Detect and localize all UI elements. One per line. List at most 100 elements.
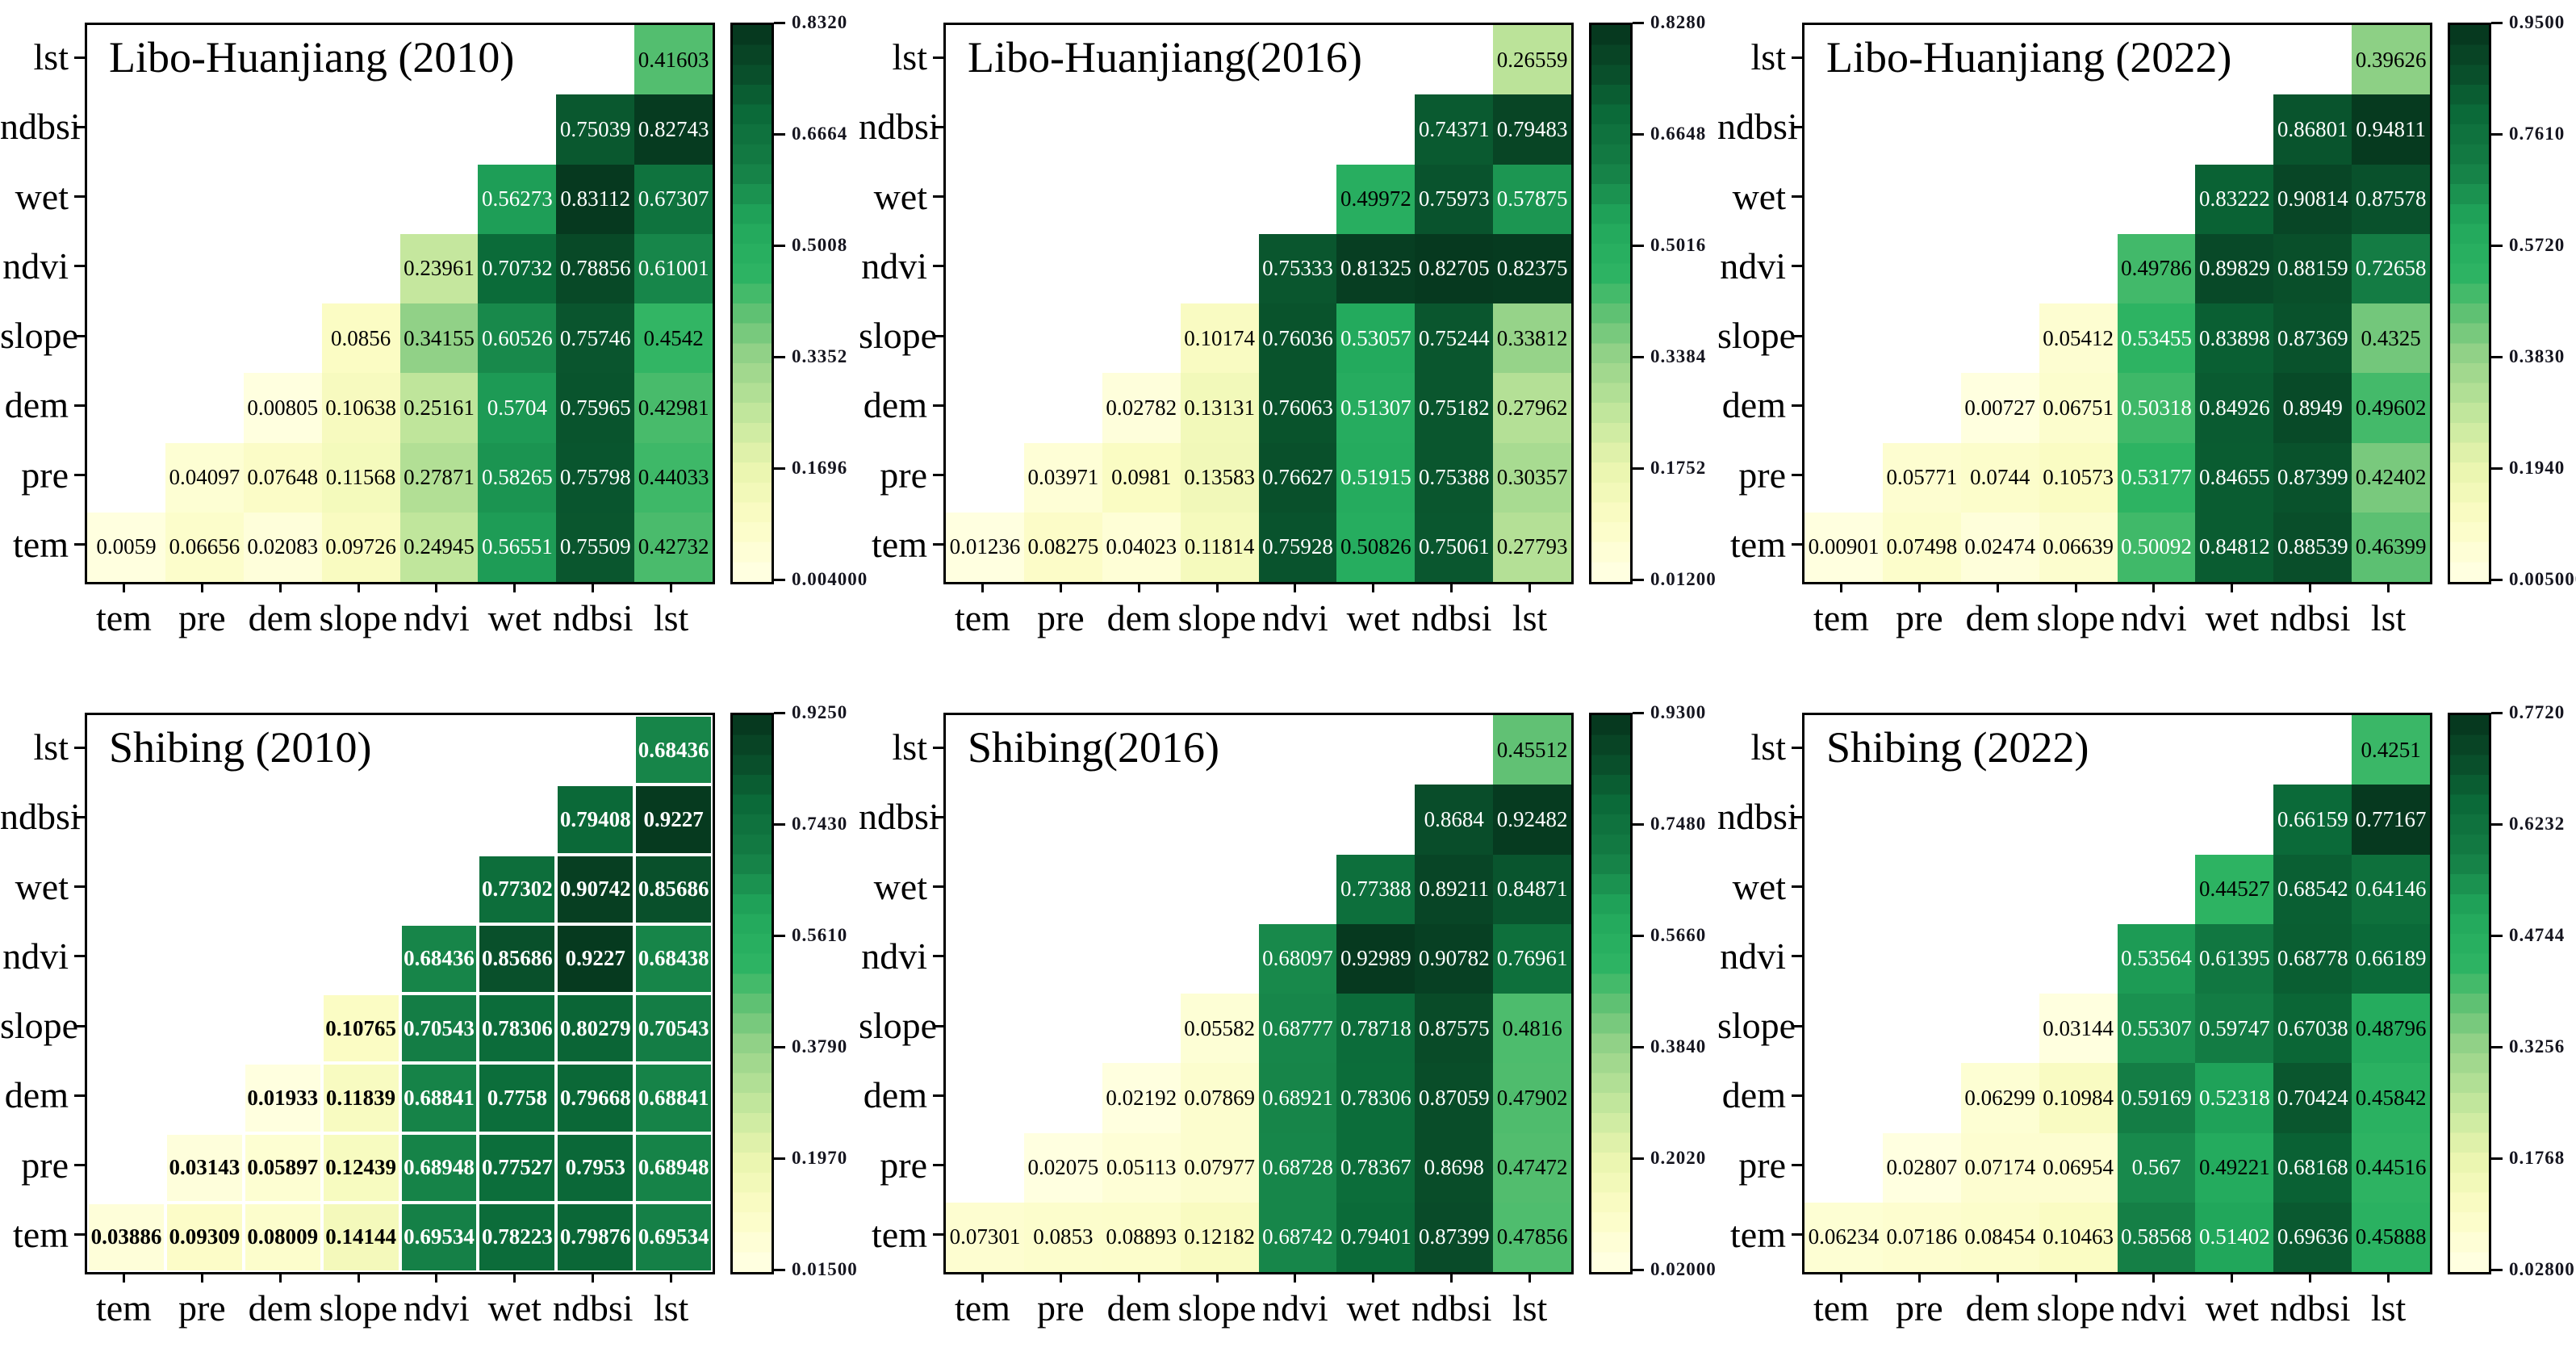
cell-tem-ndbsi: 0.69636: [2273, 1202, 2352, 1272]
cell-value: 0.07301: [949, 1224, 1021, 1249]
cell-value: 0.87578: [2355, 186, 2427, 211]
x-tick-mark: [200, 1272, 203, 1283]
cell-value: 0.75509: [559, 534, 631, 559]
cell-tem-slope: 0.09726: [321, 512, 400, 582]
cell-ndvi-lst: 0.61001: [634, 233, 713, 303]
y-tick-mark: [74, 955, 85, 958]
cell-dem-dem: 0.02192: [1102, 1063, 1181, 1133]
x-tick-label-pre: pre: [1036, 597, 1085, 638]
cell-value: 0.45512: [1496, 737, 1568, 762]
x-tick-label-ndvi: ndvi: [1262, 597, 1328, 638]
colorbar-tick-label-1: 0.6232: [2509, 814, 2566, 834]
cell-value: 0.07648: [247, 465, 319, 490]
x-tick-label-dem: dem: [1965, 1287, 2030, 1329]
cell-wet-wet: 0.77388: [1336, 854, 1416, 924]
y-tick-label-ndbsi: ndbsi: [1717, 106, 1798, 148]
cell-ndbsi-lst: 0.92482: [1493, 785, 1571, 855]
cell-dem-dem: 0.06299: [1960, 1063, 2039, 1133]
heatmap-plot: 0.26559 0.74371 0.79483 0.49972 0.75973 0.578…: [943, 23, 1574, 584]
cell-slope-wet: 0.59747: [2195, 994, 2274, 1064]
y-tick-label-ndvi: ndvi: [861, 245, 927, 287]
x-tick-mark: [122, 582, 125, 592]
cell-value: 0.72658: [2355, 256, 2427, 281]
colorbar-tick-label-2: 0.5610: [792, 925, 848, 945]
cell-slope-ndvi: 0.55307: [2117, 994, 2196, 1064]
cell-tem-ndbsi: 0.79876: [556, 1202, 635, 1272]
cell-tem-ndbsi: 0.88539: [2273, 512, 2352, 582]
cell-value: 0.76063: [1262, 395, 1333, 420]
y-tick-label-ndvi: ndvi: [2, 245, 69, 287]
panel-shibing-2010: 0.68436 0.79408 0.9227 0.77302 0.90742 0.8568…: [0, 690, 859, 1360]
panel-title: Shibing(2016): [968, 723, 1220, 772]
cell-value: 0.68436: [638, 737, 709, 762]
x-tick-label-ndvi: ndvi: [1262, 1287, 1328, 1329]
y-tick-mark: [1792, 56, 1802, 59]
panel-title: Libo-Huanjiang(2016): [968, 33, 1362, 82]
cell-value: 0.68777: [1262, 1015, 1333, 1040]
cell-pre-dem: 0.05113: [1102, 1132, 1181, 1203]
cell-value: 0.07498: [1886, 534, 1958, 559]
colorbar-tick-mark: [774, 1268, 785, 1271]
cell-dem-ndbsi: 0.75965: [556, 373, 635, 443]
colorbar-tick-label-0: 0.7720: [2509, 702, 2566, 722]
cell-tem-dem: 0.08893: [1102, 1202, 1181, 1272]
panel-libo-huanjiang-2022: 0.39626 0.86801 0.94811 0.83222 0.90814 0.875…: [1717, 0, 2576, 670]
cell-slope-lst: 0.48796: [2352, 994, 2430, 1064]
x-tick-mark: [278, 1272, 282, 1283]
x-tick-mark: [1294, 1272, 1297, 1283]
x-tick-mark: [2152, 582, 2156, 592]
cell-value: 0.89211: [1419, 877, 1490, 902]
cell-dem-slope: 0.07869: [1180, 1063, 1259, 1133]
x-tick-label-slope: slope: [319, 1287, 398, 1329]
cell-dem-slope: 0.06751: [2039, 373, 2118, 443]
cell-value: 0.89829: [2198, 256, 2270, 281]
cell-value: 0.81325: [1340, 256, 1411, 281]
colorbar-tick-label-2: 0.5720: [2509, 235, 2566, 255]
cell-slope-slope: 0.05412: [2039, 303, 2118, 374]
heatmap-plot: 0.39626 0.86801 0.94811 0.83222 0.90814 0.875…: [1802, 23, 2432, 584]
x-tick-label-tem: tem: [95, 1287, 152, 1329]
cell-value: 0.44033: [638, 465, 709, 490]
y-tick-label-wet: wet: [15, 865, 69, 907]
cell-value: 0.75928: [1262, 534, 1333, 559]
colorbar-tick-label-1: 0.6648: [1650, 123, 1707, 144]
y-tick-label-pre: pre: [21, 1144, 69, 1186]
x-tick-mark: [1996, 1272, 1999, 1283]
cell-value: 0.64146: [2355, 877, 2427, 902]
cell-pre-dem: 0.07648: [243, 442, 322, 513]
x-tick-mark: [670, 1272, 673, 1283]
cell-dem-lst: 0.42981: [634, 373, 713, 443]
cell-ndvi-lst: 0.82375: [1493, 233, 1571, 303]
cell-value: 0.78718: [1340, 1015, 1411, 1040]
y-tick-label-pre: pre: [21, 454, 69, 496]
cell-value: 0.4251: [2361, 737, 2421, 762]
x-tick-mark: [435, 1272, 438, 1283]
x-tick-label-dem: dem: [1106, 1287, 1171, 1329]
cell-dem-wet: 0.5704: [478, 373, 557, 443]
cell-value: 0.85686: [481, 946, 553, 971]
cell-value: 0.00805: [247, 395, 319, 420]
colorbar-tick-mark: [2491, 1157, 2503, 1160]
cell-value: 0.68841: [638, 1085, 709, 1110]
cell-tem-lst: 0.46399: [2352, 512, 2430, 582]
cell-slope-ndbsi: 0.67038: [2273, 994, 2352, 1064]
cell-pre-slope: 0.12439: [321, 1132, 400, 1203]
cell-value: 0.45842: [2355, 1085, 2427, 1110]
cell-tem-slope: 0.11814: [1180, 512, 1259, 582]
cell-tem-slope: 0.12182: [1180, 1202, 1259, 1272]
x-tick-mark: [1528, 582, 1532, 592]
cell-slope-wet: 0.78718: [1336, 994, 1416, 1064]
y-tick-label-wet: wet: [873, 175, 927, 217]
colorbar-tick-mark: [1633, 711, 1644, 714]
cell-value: 0.03886: [90, 1224, 162, 1249]
cell-pre-ndbsi: 0.75388: [1415, 442, 1494, 513]
y-tick-label-lst: lst: [33, 726, 69, 768]
cell-tem-lst: 0.47856: [1493, 1202, 1571, 1272]
cell-value: 0.66159: [2277, 806, 2348, 831]
x-tick-label-slope: slope: [2036, 597, 2115, 638]
cell-value: 0.80279: [559, 1015, 631, 1040]
cell-slope-ndvi: 0.68777: [1258, 994, 1337, 1064]
cell-value: 0.82743: [638, 116, 709, 141]
cell-value: 0.75039: [559, 116, 631, 141]
x-tick-label-ndbsi: ndbsi: [2269, 597, 2351, 638]
